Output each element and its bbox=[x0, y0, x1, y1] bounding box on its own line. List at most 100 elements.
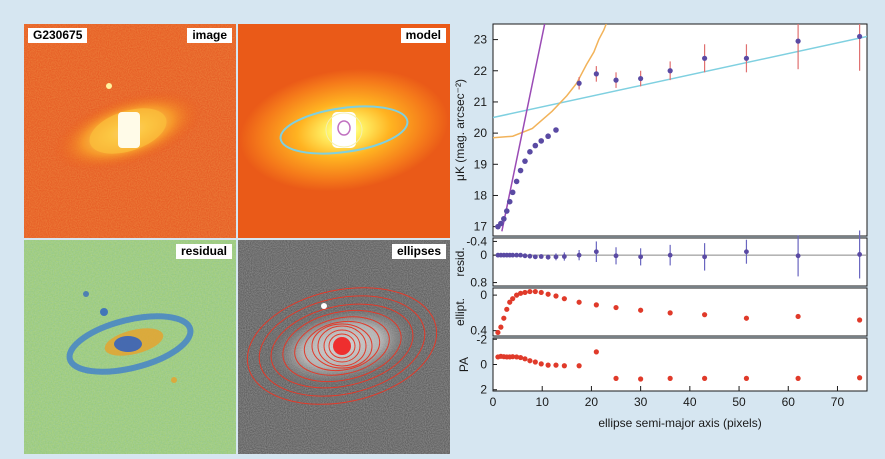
profile-ytick-label: 23 bbox=[474, 33, 488, 47]
resid-point bbox=[576, 252, 582, 258]
ellipt-point bbox=[795, 313, 801, 320]
pa-ylabel: PA bbox=[457, 357, 471, 372]
ellipt-point bbox=[501, 315, 507, 321]
profile-binned-point bbox=[593, 71, 599, 77]
ellipt-point bbox=[498, 324, 504, 330]
pa-point bbox=[795, 375, 801, 381]
pa-point bbox=[593, 349, 599, 355]
profile-ytick-label: 22 bbox=[474, 64, 488, 78]
model-panel-picture bbox=[238, 24, 450, 238]
xtick-label: 40 bbox=[683, 395, 697, 409]
profile-point bbox=[522, 158, 528, 164]
residual-panel-label: residual bbox=[175, 244, 232, 259]
profile-point bbox=[553, 127, 559, 133]
pa-point bbox=[613, 375, 619, 381]
resid-point bbox=[744, 249, 749, 255]
pa-point bbox=[667, 375, 673, 381]
ellipses-panel: ellipses bbox=[238, 240, 450, 454]
pa-point bbox=[545, 362, 551, 368]
pa-point bbox=[576, 363, 582, 369]
ellipt-point bbox=[561, 296, 567, 302]
profile-binned-point bbox=[857, 33, 863, 40]
resid-ytick-label: 0 bbox=[480, 248, 487, 262]
pa-point bbox=[532, 359, 538, 365]
ellipt-point bbox=[743, 315, 750, 321]
ellipt-point bbox=[613, 304, 619, 311]
profile-ytick-label: 21 bbox=[474, 95, 488, 109]
nucleus-component-line bbox=[501, 24, 546, 232]
plot-frames bbox=[492, 23, 868, 392]
profile-point bbox=[532, 142, 539, 149]
x-axis-label: ellipse semi-major axis (pixels) bbox=[598, 416, 761, 430]
resid-point bbox=[527, 253, 533, 259]
resid-point bbox=[561, 254, 567, 259]
image-panel: G230675 image bbox=[24, 24, 236, 238]
pa-point bbox=[638, 376, 644, 382]
profile-binned-point bbox=[667, 68, 673, 74]
profile-binned-point bbox=[576, 80, 582, 86]
plot-frame-1 bbox=[492, 237, 868, 287]
profile-point bbox=[527, 149, 533, 155]
resid-ytick-label: -0.4 bbox=[466, 234, 487, 248]
resid-point bbox=[593, 249, 599, 255]
resid-point bbox=[638, 254, 644, 260]
disk-component-line bbox=[493, 35, 867, 119]
ellipt-point bbox=[507, 299, 513, 305]
resid-point bbox=[514, 252, 520, 258]
pa-ytick-label: 0 bbox=[480, 358, 487, 372]
plot-marks bbox=[493, 24, 867, 382]
ellipt-point bbox=[517, 290, 524, 296]
pa-point bbox=[743, 375, 750, 381]
resid-point bbox=[532, 254, 538, 260]
xtick-label: 60 bbox=[782, 395, 796, 409]
resid-point bbox=[522, 253, 528, 259]
image-panel-label: image bbox=[187, 28, 232, 43]
profile-binned-point bbox=[613, 77, 619, 83]
resid-point bbox=[553, 254, 559, 260]
pa-point bbox=[522, 356, 528, 362]
profile-ylabel: μK (mag. arcsec⁻²) bbox=[453, 79, 467, 181]
resid-point bbox=[702, 254, 708, 260]
profile-binned-point bbox=[702, 55, 708, 61]
ellipt-point bbox=[638, 307, 644, 313]
xtick-label: 70 bbox=[831, 395, 845, 409]
ellipt-ylabel: ellipt. bbox=[453, 298, 467, 326]
resid-ylabel: resid. bbox=[453, 247, 467, 276]
profile-binned-point bbox=[795, 38, 801, 44]
profile-ytick-label: 20 bbox=[474, 126, 488, 140]
xtick-label: 50 bbox=[732, 395, 746, 409]
profile-point bbox=[509, 189, 516, 196]
resid-ytick-label: 0.8 bbox=[470, 276, 487, 290]
ellipt-ytick-label: 0.4 bbox=[470, 324, 487, 338]
xtick-label: 30 bbox=[634, 395, 648, 409]
ellipt-point bbox=[514, 292, 520, 298]
pa-ytick-label: 2 bbox=[480, 383, 487, 397]
pa-point bbox=[527, 358, 533, 364]
ellipt-point bbox=[857, 317, 863, 323]
profile-binned-point bbox=[743, 55, 750, 61]
ellipses-panel-picture bbox=[238, 240, 450, 454]
pa-point bbox=[517, 354, 524, 361]
ellipt-point bbox=[527, 288, 533, 295]
model-panel-label: model bbox=[400, 28, 446, 43]
resid-point bbox=[538, 254, 544, 259]
pa-point bbox=[538, 361, 544, 367]
ellipt-point bbox=[667, 310, 673, 316]
resid-point bbox=[795, 253, 801, 259]
image-panel-picture bbox=[24, 24, 236, 238]
profile-point bbox=[506, 198, 513, 205]
profile-ytick-label: 18 bbox=[474, 188, 488, 202]
ellipt-point bbox=[510, 296, 516, 302]
profile-point bbox=[545, 133, 551, 140]
xtick-label: 20 bbox=[585, 395, 599, 409]
ellipt-point bbox=[702, 312, 708, 318]
resid-point bbox=[518, 252, 523, 258]
resid-point bbox=[545, 254, 551, 260]
ellipt-point bbox=[538, 289, 544, 296]
profile-series bbox=[493, 24, 867, 232]
profile-point bbox=[503, 208, 510, 214]
pa-point bbox=[702, 375, 708, 381]
ellipt-ytick-label: 0 bbox=[480, 288, 487, 302]
